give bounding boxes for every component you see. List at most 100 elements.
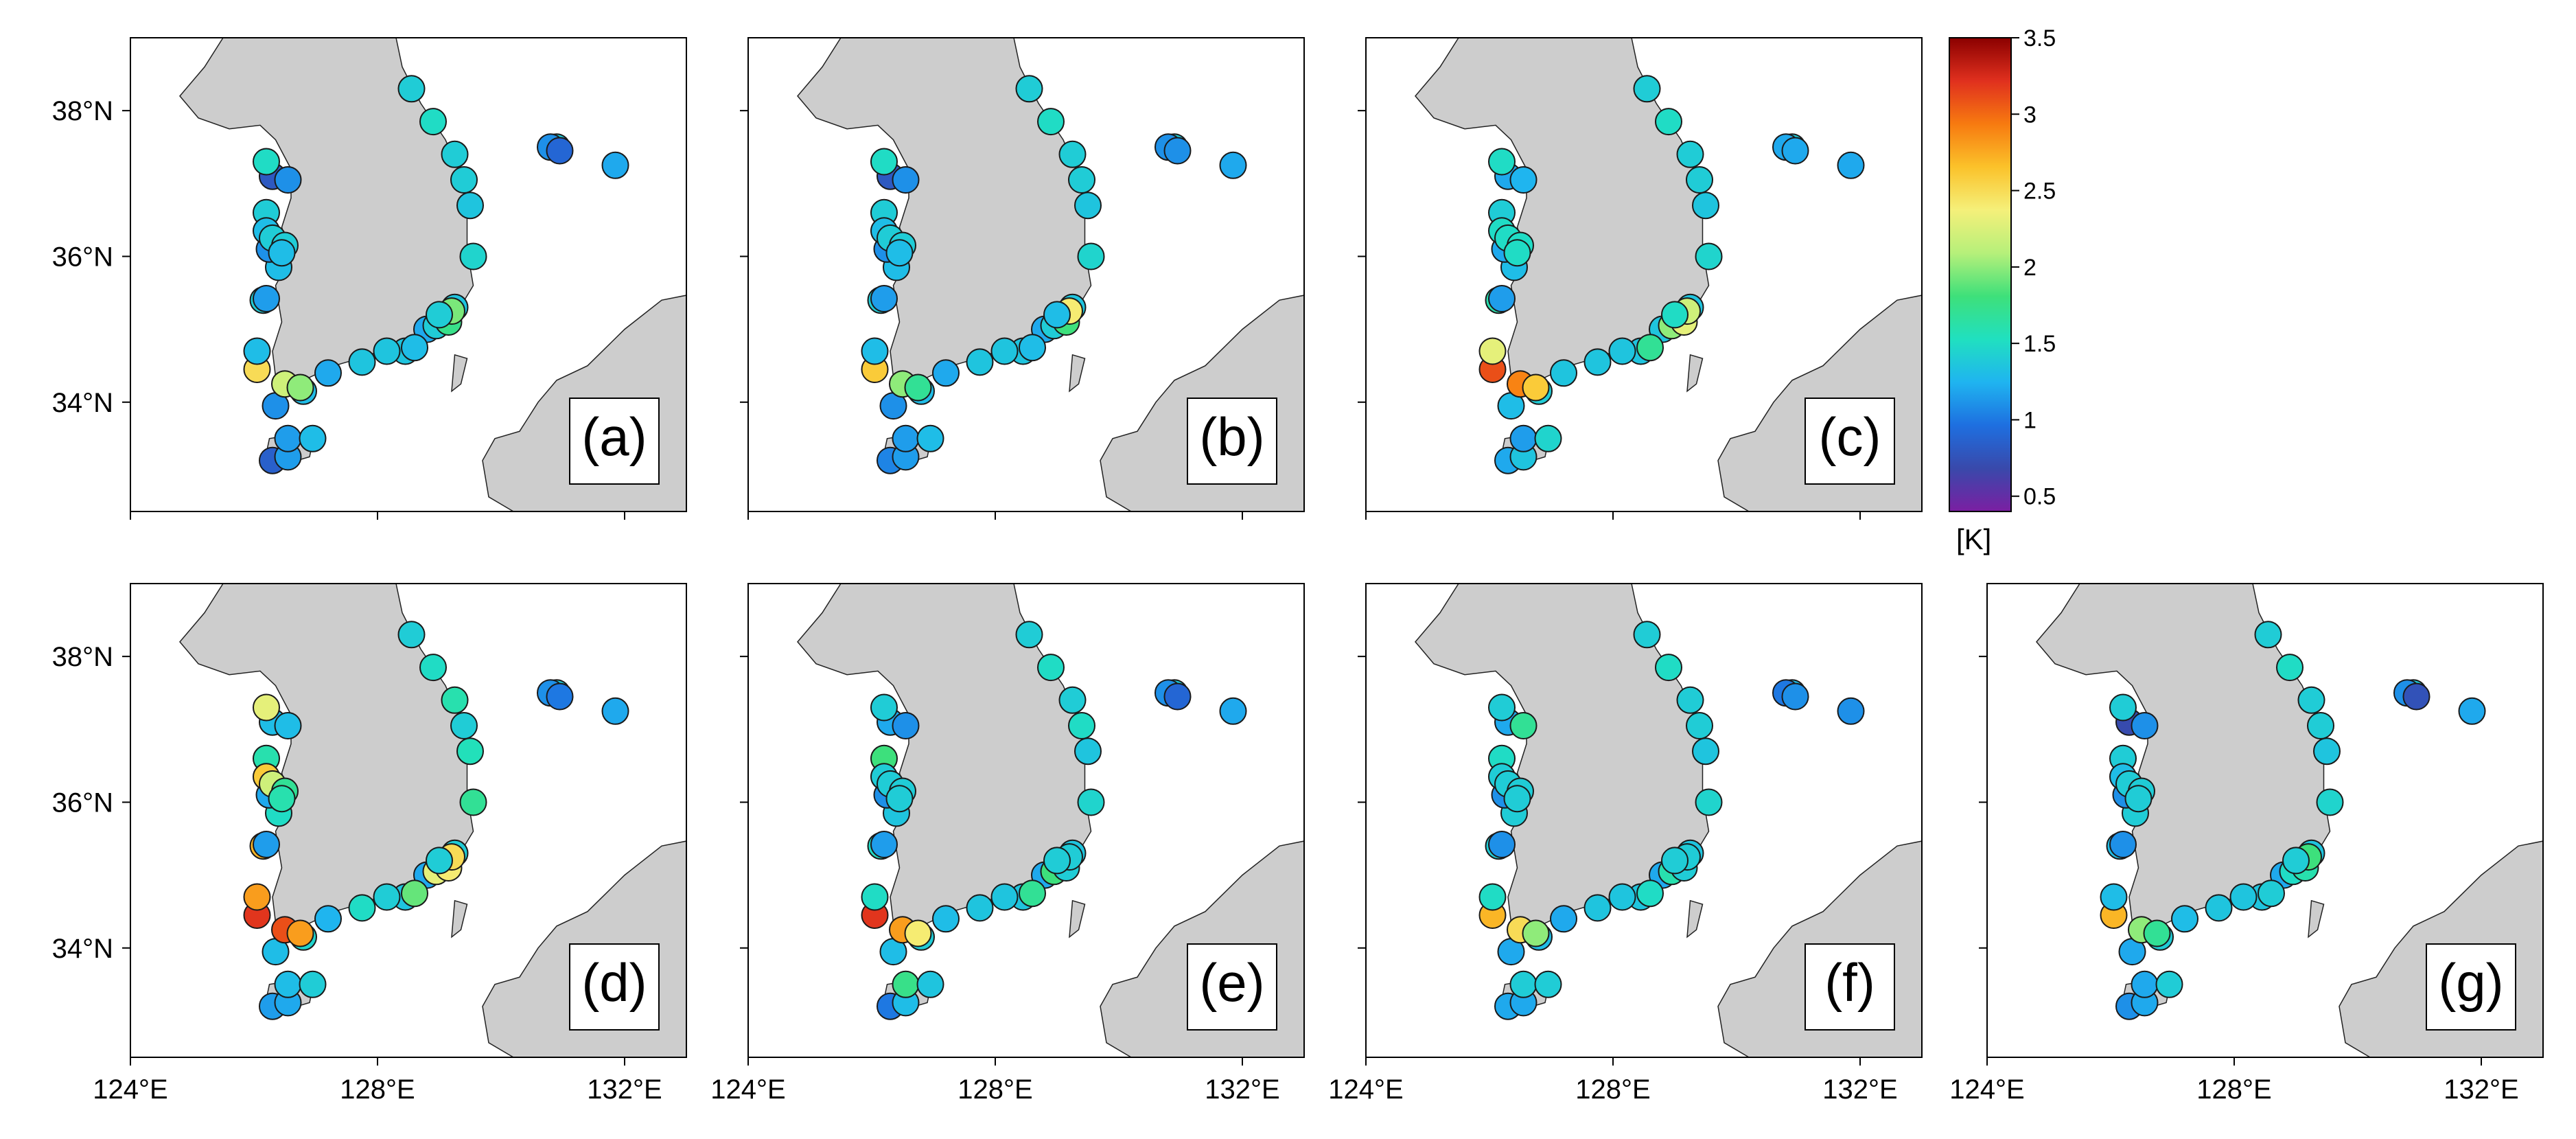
station-marker bbox=[2307, 712, 2334, 739]
station-marker bbox=[904, 919, 932, 947]
y-tick-label: 36°N bbox=[52, 787, 113, 818]
station-markers bbox=[1478, 621, 1865, 1020]
colorbar-tick-label: 0.5 bbox=[2023, 484, 2056, 510]
station-marker bbox=[2258, 879, 2285, 908]
station-marker bbox=[286, 373, 314, 402]
station-marker bbox=[892, 424, 920, 452]
station-marker bbox=[253, 831, 280, 858]
station-marker bbox=[2316, 788, 2344, 816]
station-marker bbox=[1676, 686, 1704, 714]
panel-frame bbox=[1365, 37, 1923, 512]
station-marker bbox=[456, 737, 484, 766]
station-marker bbox=[916, 424, 944, 452]
station-marker bbox=[2276, 654, 2304, 682]
station-marker bbox=[861, 337, 889, 365]
station-marker bbox=[2458, 697, 2486, 725]
station-marker bbox=[601, 151, 629, 179]
station-marker bbox=[1837, 151, 1865, 179]
x-tick-label: 132°E bbox=[1205, 1074, 1279, 1105]
station-marker bbox=[2254, 621, 2282, 649]
station-marker bbox=[1608, 883, 1636, 911]
map-panel-e: (e) 124°E 128°E 132°E bbox=[710, 583, 1305, 1105]
station-marker bbox=[892, 166, 920, 194]
panel-label-box: (a) bbox=[569, 398, 660, 485]
station-marker bbox=[1636, 334, 1664, 362]
station-marker bbox=[1019, 334, 1046, 362]
map-panel-f: (f) 124°E 128°E 132°E bbox=[1328, 583, 1923, 1105]
x-tick-label: 124°E bbox=[1328, 1074, 1403, 1105]
station-marker bbox=[2124, 785, 2153, 813]
station-marker bbox=[348, 348, 376, 376]
station-marker bbox=[2171, 905, 2198, 933]
station-marker bbox=[1488, 831, 1516, 858]
station-marker bbox=[274, 970, 302, 998]
station-markers bbox=[861, 75, 1247, 474]
station-marker bbox=[2282, 847, 2310, 875]
station-marker bbox=[870, 831, 898, 858]
station-marker bbox=[2297, 686, 2325, 714]
station-marker bbox=[426, 847, 453, 875]
station-marker bbox=[1015, 621, 1043, 649]
station-marker bbox=[1077, 242, 1105, 271]
station-marker bbox=[966, 348, 994, 376]
panel-label: (g) bbox=[2438, 952, 2503, 1013]
station-marker bbox=[1676, 140, 1704, 168]
tsushima-island bbox=[1069, 354, 1086, 393]
station-marker bbox=[459, 242, 487, 271]
station-marker bbox=[1488, 285, 1516, 312]
station-marker bbox=[2402, 682, 2430, 711]
station-marker bbox=[450, 166, 478, 194]
station-marker bbox=[1488, 148, 1516, 176]
station-marker bbox=[1583, 348, 1612, 376]
station-marker bbox=[1058, 140, 1087, 168]
station-marker bbox=[1509, 970, 1538, 998]
station-marker bbox=[1522, 919, 1550, 947]
station-marker bbox=[916, 970, 944, 998]
x-tick-label: 132°E bbox=[1822, 1074, 1897, 1105]
tsushima-island bbox=[1686, 899, 1704, 939]
station-marker bbox=[870, 693, 898, 722]
station-marker bbox=[966, 894, 994, 922]
map-panel-c: (c) bbox=[1358, 37, 1923, 520]
colorbar-gradient bbox=[1949, 37, 2012, 512]
station-marker bbox=[932, 359, 960, 387]
panel-label: (d) bbox=[581, 952, 647, 1013]
station-marker bbox=[1074, 737, 1102, 766]
panel-label-box: (d) bbox=[569, 943, 660, 1031]
station-marker bbox=[268, 785, 296, 813]
panel-label: (b) bbox=[1199, 406, 1264, 467]
station-marker bbox=[1478, 337, 1507, 365]
label-frame bbox=[2426, 943, 2516, 1031]
panel-label-box: (b) bbox=[1187, 398, 1277, 485]
panel-label: (a) bbox=[581, 406, 647, 467]
panel-frame bbox=[130, 37, 687, 512]
station-marker bbox=[2109, 831, 2137, 858]
colorbar-tick-label: 1.5 bbox=[2023, 331, 2056, 357]
station-marker bbox=[861, 883, 889, 911]
station-markers bbox=[243, 621, 629, 1020]
station-marker bbox=[419, 654, 447, 682]
station-marker bbox=[1043, 301, 1071, 329]
panel-frame bbox=[747, 37, 1305, 512]
station-marker bbox=[1068, 712, 1095, 739]
station-marker bbox=[1695, 242, 1723, 271]
colorbar-tick-label: 3 bbox=[2023, 102, 2037, 128]
station-marker bbox=[1550, 905, 1577, 933]
map-panel-g: (g) 124°E 128°E 132°E bbox=[1949, 583, 2544, 1105]
tsushima-island bbox=[2308, 899, 2325, 939]
station-marker bbox=[892, 712, 920, 739]
station-marker bbox=[1509, 166, 1538, 194]
station-marker bbox=[1478, 883, 1507, 911]
station-marker bbox=[885, 239, 914, 267]
panel-label-box: (e) bbox=[1187, 943, 1277, 1031]
station-marker bbox=[299, 424, 327, 452]
station-marker bbox=[546, 682, 574, 711]
station-markers bbox=[2100, 621, 2486, 1020]
station-marker bbox=[274, 424, 302, 452]
station-marker bbox=[373, 337, 401, 365]
station-marker bbox=[401, 334, 428, 362]
panel-frame bbox=[1365, 583, 1923, 1058]
station-marker bbox=[990, 883, 1019, 911]
station-marker bbox=[1655, 108, 1682, 136]
